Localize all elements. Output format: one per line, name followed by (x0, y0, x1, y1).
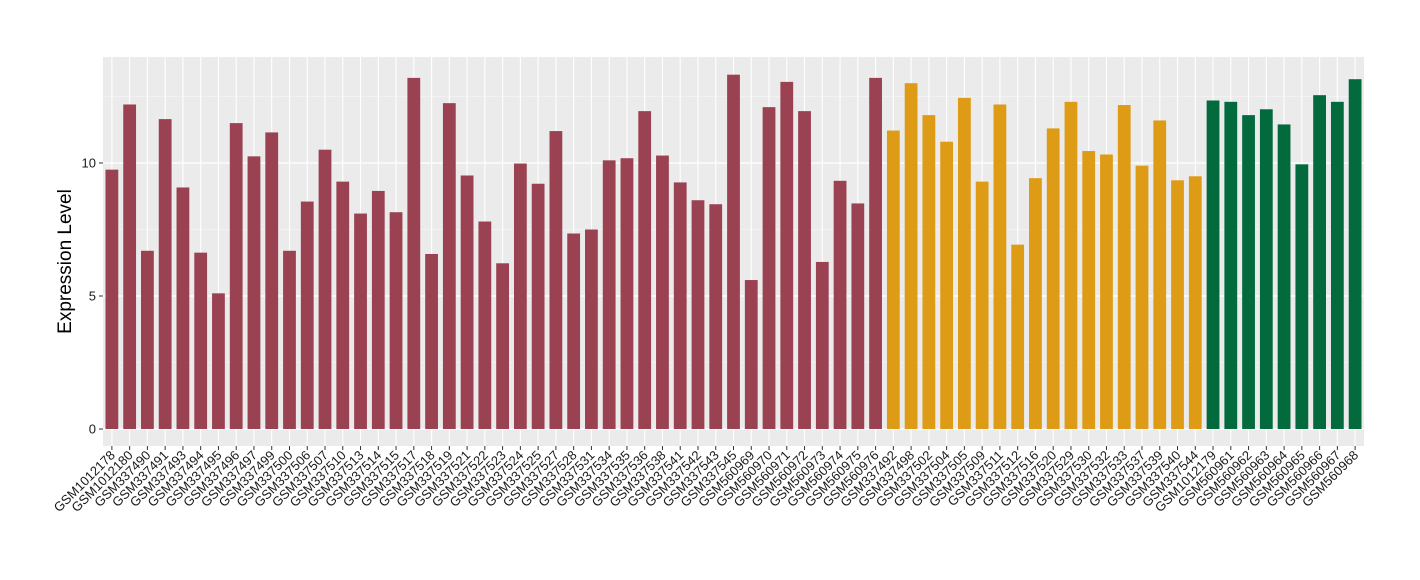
bar-GSM337505 (957, 97, 971, 429)
bar-GSM337500 (283, 250, 296, 429)
bar-GSM560963 (1259, 109, 1273, 429)
y-axis-title: Expression Level (55, 189, 76, 334)
bar-GSM1012178 (105, 169, 119, 429)
bar-GSM337537 (1135, 165, 1149, 429)
bar-GSM337514 (371, 190, 385, 429)
bar-GSM337520 (1046, 128, 1060, 430)
bar-GSM560970 (762, 107, 776, 429)
bar-GSM337538 (656, 155, 669, 429)
bar-GSM337518 (425, 253, 438, 429)
bar-GSM337524 (513, 163, 527, 430)
y-tick-label: 10 (82, 156, 96, 171)
bar-GSM337523 (496, 263, 510, 429)
x-axis: GSM1012178GSM1012180GSM337490GSM337491GS… (51, 446, 1361, 515)
bar-GSM337535 (620, 158, 634, 429)
bar-GSM337498 (904, 83, 918, 429)
bar-GSM337511 (993, 104, 1007, 429)
bar-GSM560965 (1295, 164, 1309, 429)
bar-GSM337491 (158, 119, 172, 430)
bar-GSM337490 (141, 250, 154, 429)
bar-GSM337492 (886, 130, 900, 429)
bar-GSM560969 (744, 280, 758, 429)
bar-GSM560968 (1348, 79, 1362, 430)
bar-GSM337517 (407, 77, 421, 429)
bar-GSM337496 (229, 123, 243, 429)
bar-GSM560976 (869, 77, 882, 429)
bar-GSM560966 (1313, 95, 1326, 430)
bar-GSM337499 (265, 132, 279, 429)
bar-GSM560974 (833, 180, 847, 429)
bar-GSM337522 (478, 221, 492, 429)
bar-GSM337510 (336, 181, 350, 429)
bar-GSM337512 (1011, 244, 1025, 429)
bar-GSM560971 (780, 81, 794, 430)
bar-GSM337528 (567, 233, 581, 429)
bar-GSM337539 (1153, 120, 1167, 429)
bar-GSM337543 (709, 204, 723, 429)
y-tick-label: 0 (89, 422, 96, 437)
bar-GSM337530 (1082, 151, 1096, 429)
bar-GSM560962 (1242, 115, 1255, 430)
bar-GSM337516 (1029, 178, 1042, 429)
bar-GSM337495 (212, 293, 225, 429)
bar-GSM337544 (1188, 176, 1202, 429)
bar-GSM337521 (460, 175, 474, 429)
bar-GSM337534 (602, 160, 616, 429)
bar-GSM337531 (585, 229, 598, 429)
y-tick-label: 5 (89, 289, 96, 304)
bar-GSM560967 (1330, 101, 1344, 429)
bar-GSM337545 (727, 74, 740, 430)
bar-GSM337519 (442, 103, 456, 430)
bar-GSM337536 (638, 111, 652, 429)
bar-GSM337533 (1117, 105, 1131, 430)
bar-GSM1012179 (1206, 100, 1220, 430)
bar-GSM337525 (531, 183, 545, 429)
bar-GSM337494 (194, 252, 208, 429)
bar-GSM1012180 (123, 104, 137, 429)
bar-GSM337540 (1171, 180, 1184, 429)
bar-GSM337506 (300, 201, 314, 429)
bar-GSM337527 (549, 131, 563, 429)
bar-GSM560964 (1277, 124, 1291, 430)
bar-GSM560973 (815, 261, 829, 429)
bar-GSM337507 (318, 149, 332, 429)
y-axis: 0 5 10 (82, 156, 103, 437)
bar-GSM337541 (673, 182, 687, 429)
bar-GSM337542 (691, 200, 705, 429)
bar-GSM560975 (851, 203, 865, 429)
bar-GSM337515 (389, 212, 403, 429)
bar-GSM337504 (940, 141, 954, 429)
bar-GSM337502 (922, 115, 936, 430)
bar-GSM337513 (354, 213, 367, 429)
bars (105, 74, 1362, 430)
bar-GSM337532 (1100, 154, 1113, 429)
bar-GSM337509 (975, 181, 989, 429)
bar-GSM560961 (1224, 101, 1238, 429)
bar-GSM560972 (798, 111, 811, 429)
bar-GSM337529 (1064, 101, 1078, 429)
bar-GSM337497 (247, 156, 261, 429)
bar-GSM337493 (176, 187, 190, 429)
